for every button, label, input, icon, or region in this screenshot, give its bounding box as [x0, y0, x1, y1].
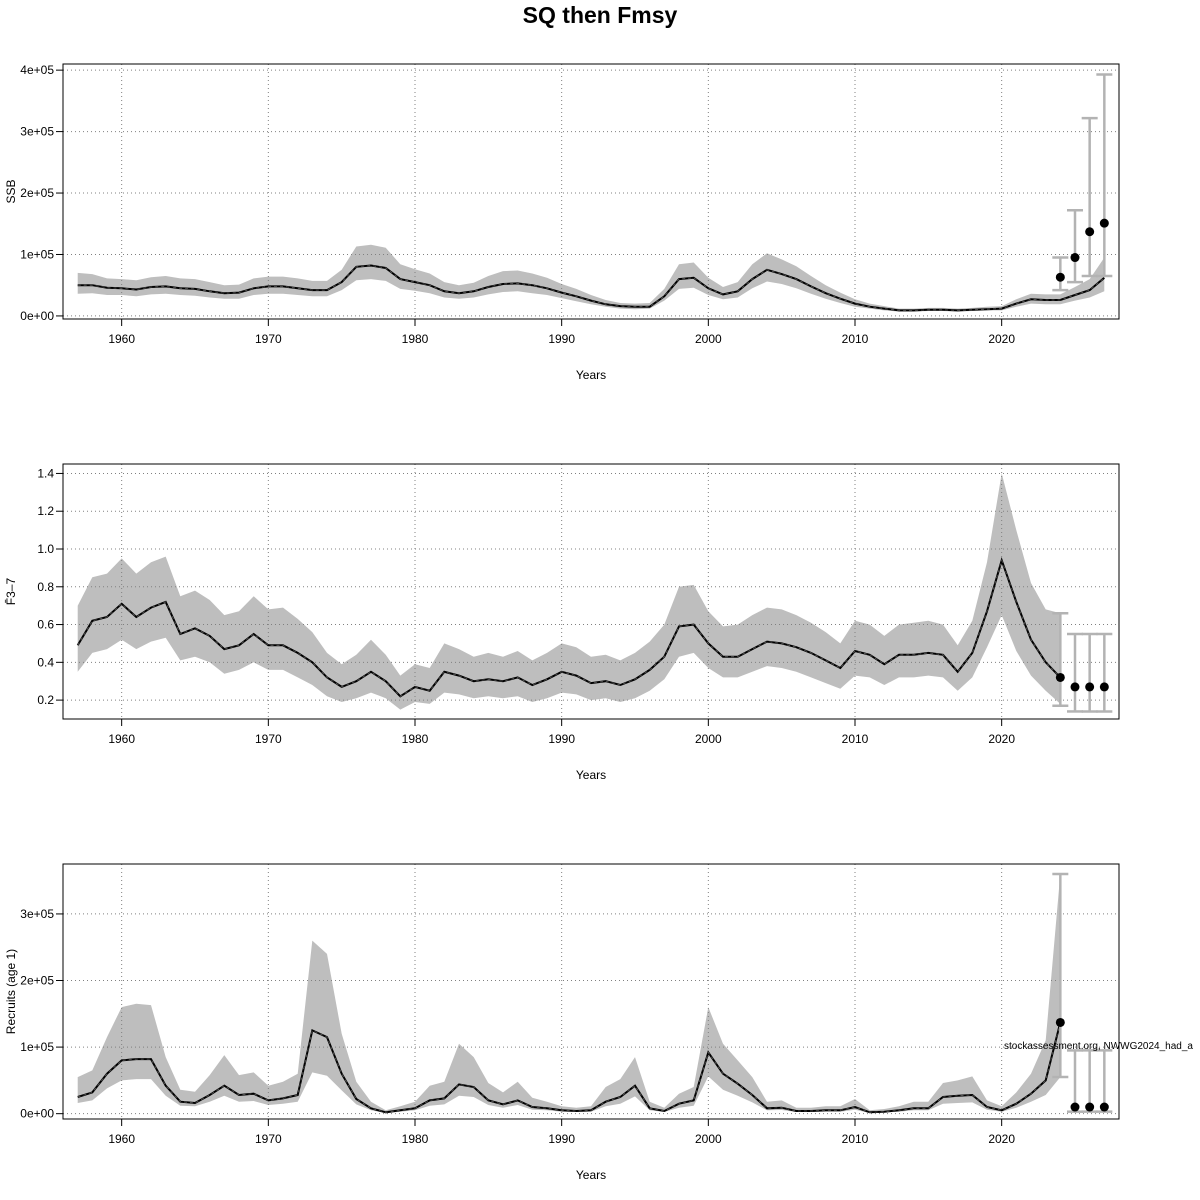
projection-point [1085, 227, 1095, 237]
projection-point [1070, 682, 1080, 692]
x-tick-label: 2020 [988, 732, 1015, 746]
y-axis-label: SSB [4, 179, 18, 203]
y-tick-label: 2e+05 [20, 974, 54, 988]
projection-point [1055, 672, 1065, 682]
y-tick-label: 1e+05 [20, 247, 54, 261]
x-tick-label: 2010 [842, 1132, 869, 1146]
plot-frame-1 [62, 63, 1120, 320]
x-tick-label: 2010 [842, 732, 869, 746]
x-tick-label: 2020 [988, 1132, 1015, 1146]
x-tick-label: 2020 [988, 332, 1015, 346]
projection-point [1055, 272, 1065, 282]
x-tick-label: 2000 [695, 332, 722, 346]
plot-frame-3 [62, 863, 1120, 1120]
confidence-band-2 [77, 473, 1061, 710]
y-tick-label: 0.6 [37, 618, 54, 632]
projection-point [1070, 253, 1080, 263]
projection-point [1099, 218, 1109, 228]
y-tick-label: 1.0 [37, 542, 54, 556]
x-tick-label: 1990 [548, 1132, 575, 1146]
x-axis-label: Years [576, 368, 606, 382]
confidence-band-1 [77, 244, 1105, 312]
y-tick-label: 4e+05 [20, 63, 54, 77]
x-tick-label: 1980 [402, 732, 429, 746]
y-tick-label: 1.4 [37, 466, 54, 480]
y-tick-label: 1e+05 [20, 1040, 54, 1054]
figure-title: SQ then Fmsy [522, 2, 678, 28]
y-tick-label: 0e+00 [20, 309, 54, 323]
x-tick-label: 1960 [108, 1132, 135, 1146]
y-tick-label: 2e+05 [20, 186, 54, 200]
y-tick-label: 0.2 [37, 693, 54, 707]
projection-point [1055, 1017, 1065, 1027]
y-tick-label: 3e+05 [20, 907, 54, 921]
projection-point [1070, 1102, 1080, 1112]
plot-frame-2 [62, 463, 1120, 720]
y-tick-label: 0.4 [37, 655, 54, 669]
x-tick-label: 2010 [842, 332, 869, 346]
projection-point [1085, 682, 1095, 692]
x-tick-label: 1970 [255, 332, 282, 346]
estimate-line-dash-3 [77, 1022, 1061, 1113]
confidence-band-3 [77, 874, 1061, 1113]
estimate-line-dash-1 [77, 265, 1105, 311]
y-tick-label: 0.8 [37, 580, 54, 594]
x-axis-label: Years [576, 1168, 606, 1182]
x-tick-label: 1990 [548, 332, 575, 346]
x-tick-label: 1970 [255, 732, 282, 746]
y-tick-label: 3e+05 [20, 125, 54, 139]
x-tick-label: 1990 [548, 732, 575, 746]
x-tick-label: 1960 [108, 732, 135, 746]
x-tick-label: 1980 [402, 1132, 429, 1146]
y-axis-label: F̄3–7 [4, 578, 18, 606]
x-tick-label: 1980 [402, 332, 429, 346]
y-axis-label: Recruits (age 1) [4, 949, 18, 1034]
projection-point [1099, 1102, 1109, 1112]
y-tick-label: 0e+00 [20, 1107, 54, 1121]
x-tick-label: 1960 [108, 332, 135, 346]
watermark: stockassessment.org, NWWG2024_had_a [1004, 1041, 1193, 1052]
x-axis-label: Years [576, 768, 606, 782]
projection-point [1099, 682, 1109, 692]
x-tick-label: 1970 [255, 1132, 282, 1146]
projection-point [1085, 1102, 1095, 1112]
y-tick-label: 1.2 [37, 504, 54, 518]
x-tick-label: 2000 [695, 1132, 722, 1146]
x-tick-label: 2000 [695, 732, 722, 746]
estimate-line-dash-2 [77, 558, 1061, 697]
